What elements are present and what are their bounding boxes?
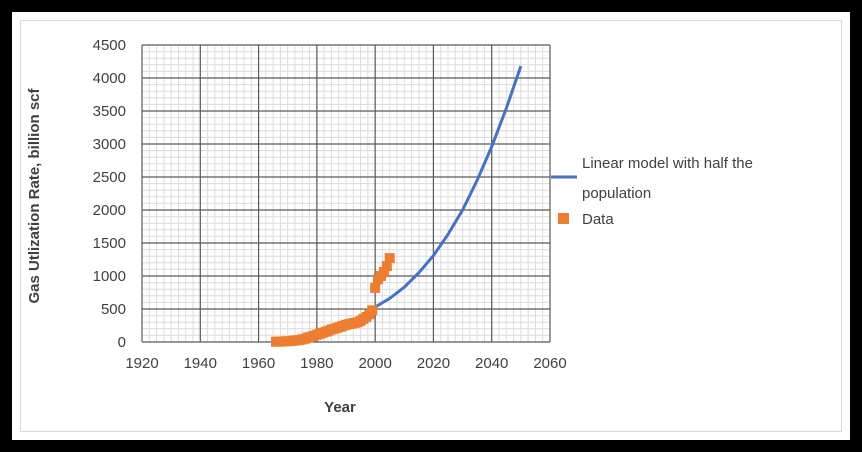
data-point <box>378 267 389 278</box>
model-series <box>374 65 523 309</box>
x-tick-label: 2000 <box>358 355 391 372</box>
data-point <box>370 282 381 293</box>
model-line <box>374 65 523 309</box>
data-series <box>271 253 395 347</box>
y-tick-label: 3500 <box>93 103 126 120</box>
y-tick-labels: 0 500 1000 1500 2000 2500 3000 3500 4000 4500 <box>93 37 126 351</box>
minor-gridlines <box>141 44 551 343</box>
legend-label-data: Data <box>582 211 614 228</box>
chart-frame: 0 500 1000 1500 2000 2500 3000 3500 4000 4500 192… <box>12 12 850 440</box>
chart-area-border <box>20 20 842 432</box>
y-tick-label: 2000 <box>93 202 126 219</box>
data-point <box>381 261 392 272</box>
x-tick-label: 1960 <box>242 355 275 372</box>
y-tick-label: 4000 <box>93 70 126 87</box>
x-tick-label: 2040 <box>475 355 508 372</box>
y-tick-label: 1500 <box>93 235 126 252</box>
data-point <box>367 305 378 316</box>
y-tick-label: 3000 <box>93 136 126 153</box>
y-tick-label: 0 <box>118 334 126 351</box>
y-tick-label: 500 <box>101 301 126 318</box>
y-tick-label: 4500 <box>93 37 126 54</box>
x-axis-title: Year <box>324 399 356 416</box>
y-tick-label: 1000 <box>93 268 126 285</box>
legend-label-model: Linear model with half the population <box>582 155 757 202</box>
legend-label-model-line2: population <box>582 185 651 202</box>
x-tick-label: 1920 <box>125 355 158 372</box>
chart: 0 500 1000 1500 2000 2500 3000 3500 4000 4500 192… <box>26 37 757 416</box>
x-tick-label: 1980 <box>300 355 333 372</box>
legend: Linear model with half the population Da… <box>551 155 757 228</box>
x-tick-label: 2020 <box>417 355 450 372</box>
major-gridlines <box>141 44 551 343</box>
x-tick-label: 1940 <box>184 355 217 372</box>
x-tick-labels: 1920 1940 1960 1980 2000 2020 2040 2060 <box>125 355 566 372</box>
x-tick-label: 2060 <box>533 355 566 372</box>
data-point <box>384 253 395 264</box>
legend-data-swatch <box>558 213 569 224</box>
y-tick-label: 2500 <box>93 169 126 186</box>
legend-label-model-line1: Linear model with half the <box>582 155 753 172</box>
y-axis-title: Gas Utlization Rate, billion scf <box>26 87 43 303</box>
